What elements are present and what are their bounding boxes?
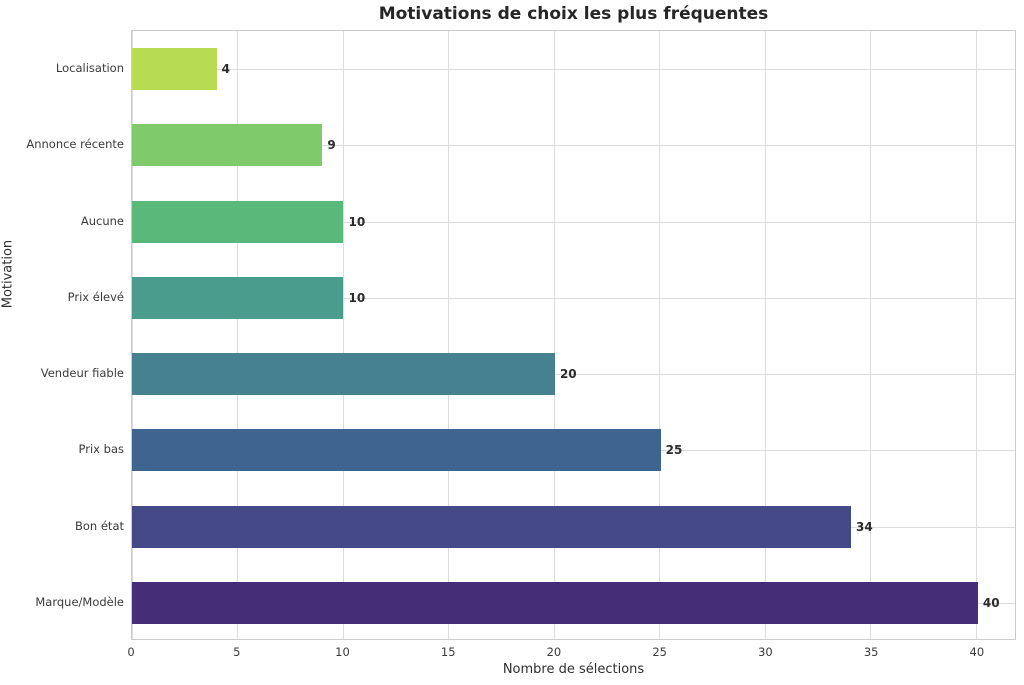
y-tick-label: Prix bas xyxy=(78,442,124,457)
bar-value-label: 10 xyxy=(348,214,366,229)
x-tick-label: 20 xyxy=(546,645,562,659)
y-tick-label: Marque/Modèle xyxy=(35,594,124,609)
y-tick-label: Localisation xyxy=(55,61,124,76)
x-tick-label: 30 xyxy=(758,645,773,659)
gridline-x-5 xyxy=(237,31,239,639)
bar xyxy=(132,48,217,91)
gridline-x-35 xyxy=(870,31,872,639)
plot-area: 4 9 10 10 20 25 34 40 xyxy=(131,30,1016,640)
gridline-y-2 xyxy=(132,221,1015,223)
gridline-y-1 xyxy=(132,145,1015,147)
gridline-y-4 xyxy=(132,374,1015,376)
bar xyxy=(132,505,851,548)
bar-value-label: 25 xyxy=(665,443,683,458)
x-tick-label: 0 xyxy=(127,645,135,659)
gridline-x-15 xyxy=(448,31,450,639)
bar-value-label: 34 xyxy=(855,519,873,534)
y-tick-label: Prix élevé xyxy=(67,289,124,304)
gridline-x-10 xyxy=(342,31,344,639)
x-axis-label: Nombre de sélections xyxy=(502,662,645,677)
x-tick-label: 35 xyxy=(863,645,879,659)
bar xyxy=(132,200,344,243)
gridline-y-0 xyxy=(132,69,1015,71)
y-tick-label: Aucune xyxy=(80,213,124,228)
y-tick-label: Annonce récente xyxy=(26,137,124,152)
bar-value-label: 9 xyxy=(327,138,336,153)
gridline-y-3 xyxy=(132,297,1015,299)
gridline-x-20 xyxy=(553,31,555,639)
bar xyxy=(132,276,344,319)
bar xyxy=(132,353,555,396)
x-tick-label: 15 xyxy=(440,645,456,659)
x-tick-label: 40 xyxy=(969,645,985,659)
bar-value-label: 10 xyxy=(348,290,366,305)
gridline-x-0 xyxy=(132,31,133,639)
x-tick-label: 5 xyxy=(233,645,241,659)
bar xyxy=(132,124,323,167)
bar-value-label: 20 xyxy=(559,367,577,382)
bar xyxy=(132,429,661,472)
y-tick-label: Bon état xyxy=(74,518,124,533)
x-tick-label: 10 xyxy=(335,645,350,659)
gridline-x-25 xyxy=(659,31,661,639)
bar-value-label: 4 xyxy=(221,62,230,77)
bar xyxy=(132,581,978,624)
y-tick-label: Vendeur fiable xyxy=(40,366,124,381)
bar-value-label: 40 xyxy=(982,595,1000,610)
x-tick-label: 25 xyxy=(652,645,667,659)
gridline-x-30 xyxy=(764,31,766,639)
gridline-x-40 xyxy=(975,31,977,639)
chart-title: Motivations de choix les plus fréquentes xyxy=(378,4,769,24)
